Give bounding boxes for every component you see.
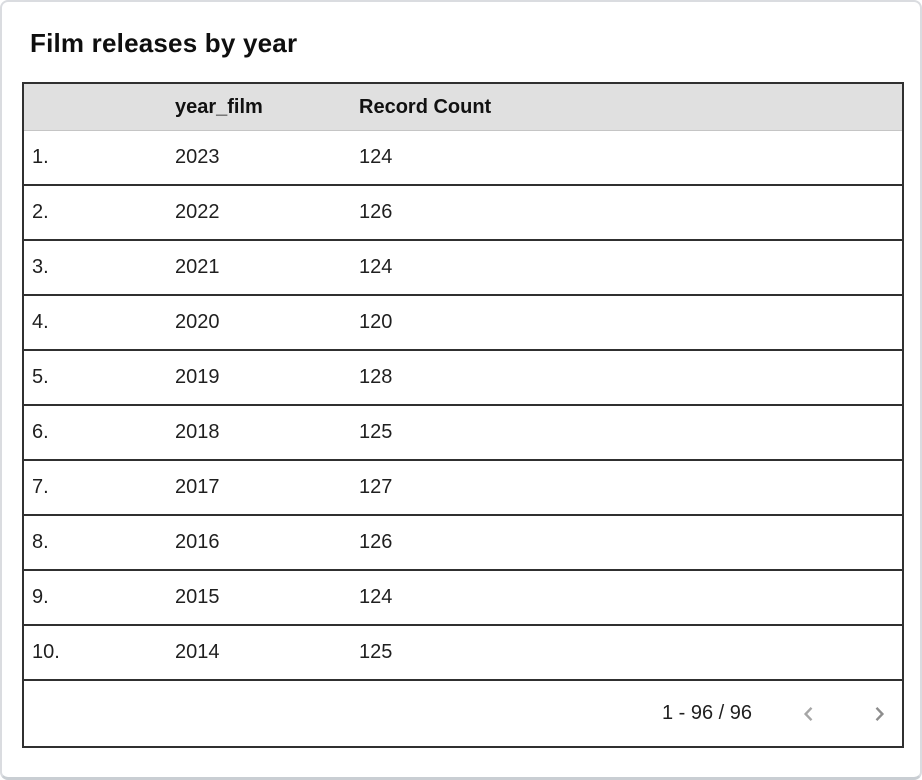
row-year-film: 2022 (175, 201, 220, 223)
row-record-count: 124 (359, 256, 393, 278)
table-row: 3. 2021 124 (24, 241, 902, 296)
row-index: 9. (32, 586, 49, 608)
row-record-count: 126 (359, 531, 393, 553)
row-year-film: 2014 (175, 641, 220, 663)
row-record-count: 124 (359, 146, 393, 168)
row-index: 5. (32, 366, 49, 388)
chart-title: Film releases by year (30, 28, 298, 58)
pagination-range-label: 1 - 96 / 96 (661, 702, 752, 724)
row-record-count: 126 (359, 201, 393, 223)
row-index: 7. (32, 476, 49, 498)
row-index: 1. (32, 146, 49, 168)
row-year-film: 2021 (175, 256, 220, 278)
table-row: 4. 2020 120 (24, 296, 902, 351)
row-index: 4. (32, 311, 49, 333)
pagination-prev-button[interactable] (796, 701, 822, 727)
row-year-film: 2016 (175, 531, 220, 553)
table-row: 2. 2022 126 (24, 186, 902, 241)
row-index: 3. (32, 256, 49, 278)
row-year-film: 2015 (175, 586, 220, 608)
table-row: 8. 2016 126 (24, 516, 902, 571)
row-index: 10. (32, 641, 60, 663)
table-header-row: year_film Record Count (24, 84, 902, 131)
table-row: 6. 2018 125 (24, 406, 902, 461)
table-row: 9. 2015 124 (24, 571, 902, 626)
table-row: 1. 2023 124 (24, 131, 902, 186)
row-record-count: 124 (359, 586, 393, 608)
row-index: 2. (32, 201, 49, 223)
row-record-count: 128 (359, 366, 393, 388)
column-header-record-count[interactable]: Record Count (359, 95, 492, 118)
data-table: year_film Record Count 1. 2023 124 2. 20… (22, 82, 904, 748)
table-row: 7. 2017 127 (24, 461, 902, 516)
chevron-left-icon (797, 702, 821, 726)
pagination-next-button[interactable] (866, 701, 892, 727)
column-header-year-film[interactable]: year_film (175, 95, 263, 118)
row-year-film: 2020 (175, 311, 220, 333)
row-year-film: 2019 (175, 366, 220, 388)
row-index: 8. (32, 531, 49, 553)
row-year-film: 2018 (175, 421, 220, 443)
chevron-right-icon (867, 702, 891, 726)
row-index: 6. (32, 421, 49, 443)
table-row: 10. 2014 125 (24, 626, 902, 681)
row-year-film: 2017 (175, 476, 220, 498)
table-row: 5. 2019 128 (24, 351, 902, 406)
row-record-count: 127 (359, 476, 393, 498)
pagination-bar: 1 - 96 / 96 (24, 681, 902, 746)
row-record-count: 125 (359, 421, 393, 443)
row-year-film: 2023 (175, 146, 220, 168)
row-record-count: 120 (359, 311, 393, 333)
row-record-count: 125 (359, 641, 393, 663)
